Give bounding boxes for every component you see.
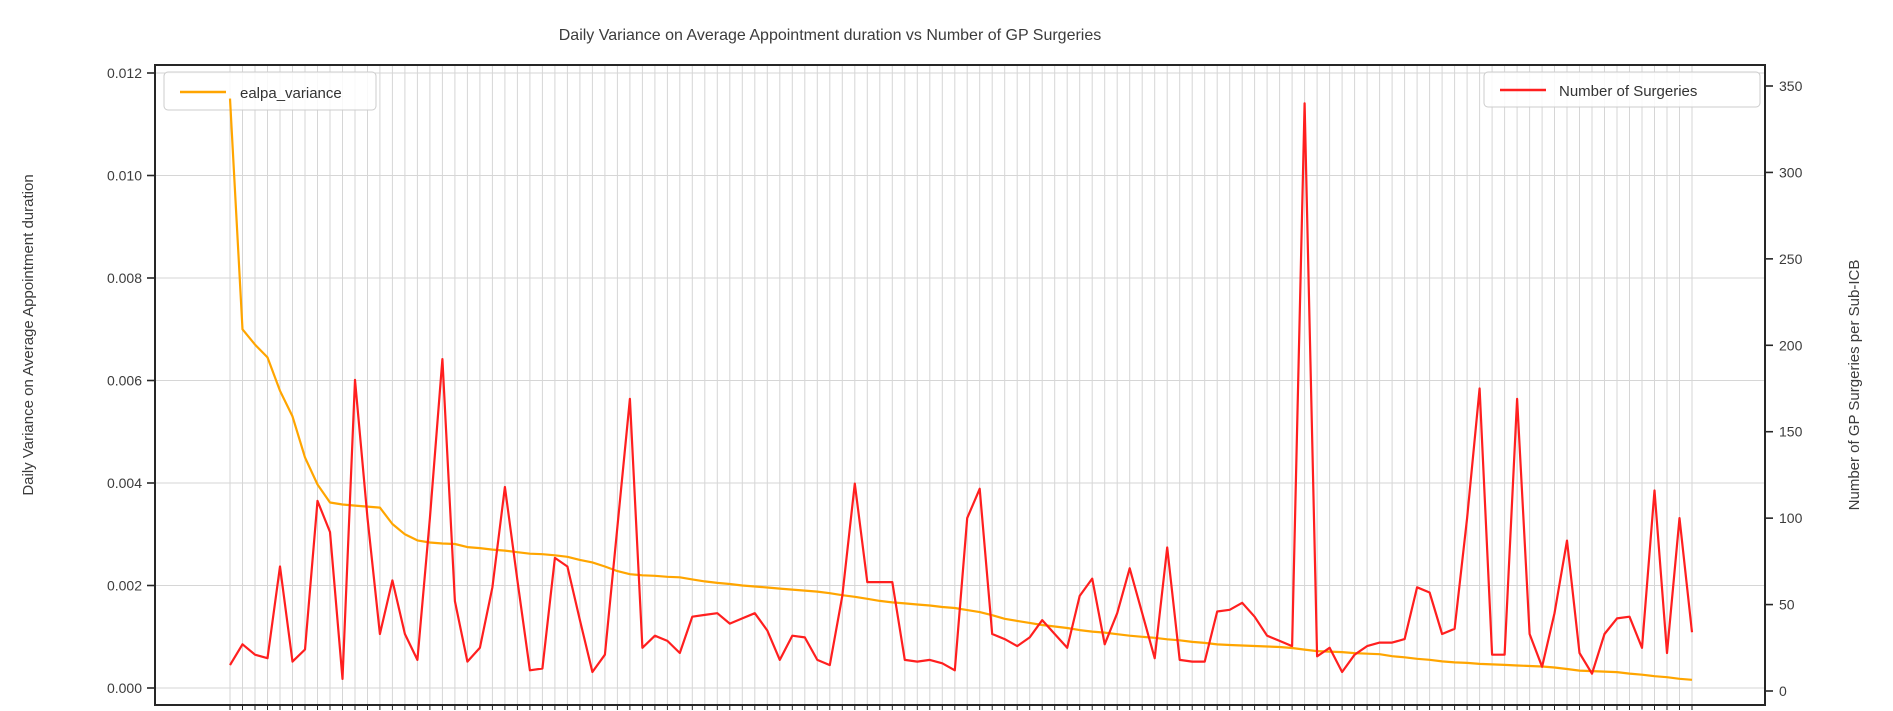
left-tick-label: 0.002 bbox=[107, 578, 142, 594]
left-tick-label: 0.010 bbox=[107, 168, 142, 184]
right-tick-label: 0 bbox=[1779, 683, 1787, 699]
series-line-ealpa-variance bbox=[228, 98, 1693, 681]
right-tick-label: 300 bbox=[1779, 164, 1803, 180]
right-tick-label: 200 bbox=[1779, 337, 1803, 353]
right-tick-label: 350 bbox=[1779, 78, 1803, 94]
right-tick-label: 100 bbox=[1779, 510, 1803, 526]
axes-layer bbox=[154, 64, 1766, 706]
left-tick-label: 0.004 bbox=[107, 475, 142, 491]
right-tick-label: 50 bbox=[1779, 597, 1795, 613]
legend-label-ealpa-variance: ealpa_variance bbox=[240, 85, 342, 102]
legend-label-number-of-surgeries: Number of Surgeries bbox=[1559, 83, 1697, 100]
left-tick-label: 0.008 bbox=[107, 270, 142, 286]
right-tick-label: 250 bbox=[1779, 251, 1803, 267]
legend-box-right bbox=[1483, 71, 1761, 108]
series-layer bbox=[228, 98, 1694, 681]
legend-ealpa-variance: ealpa_variance bbox=[180, 85, 342, 102]
gridlines-layer bbox=[155, 65, 1765, 705]
plot-border bbox=[154, 64, 1766, 706]
right-axis-label: Number of GP Surgeries per Sub-ICB bbox=[1846, 260, 1863, 511]
chart-title: Daily Variance on Average Appointment du… bbox=[559, 27, 1102, 44]
legend-box-left bbox=[163, 71, 377, 111]
legend-number-of-surgeries: Number of Surgeries bbox=[1500, 83, 1697, 100]
left-axis-label: Daily Variance on Average Appointment du… bbox=[20, 174, 37, 495]
left-tick-label: 0.000 bbox=[107, 680, 142, 696]
legend-background-layer bbox=[163, 71, 1761, 111]
tick-labels-layer: 0.000 0.002 0.004 0.006 0.008 0.010 0.012 0 50 10… bbox=[107, 65, 1803, 710]
right-tick-label: 150 bbox=[1779, 424, 1803, 440]
left-tick-label: 0.006 bbox=[107, 373, 142, 389]
left-tick-label: 0.012 bbox=[107, 65, 142, 81]
series-line-number-of-surgeries bbox=[229, 102, 1694, 681]
